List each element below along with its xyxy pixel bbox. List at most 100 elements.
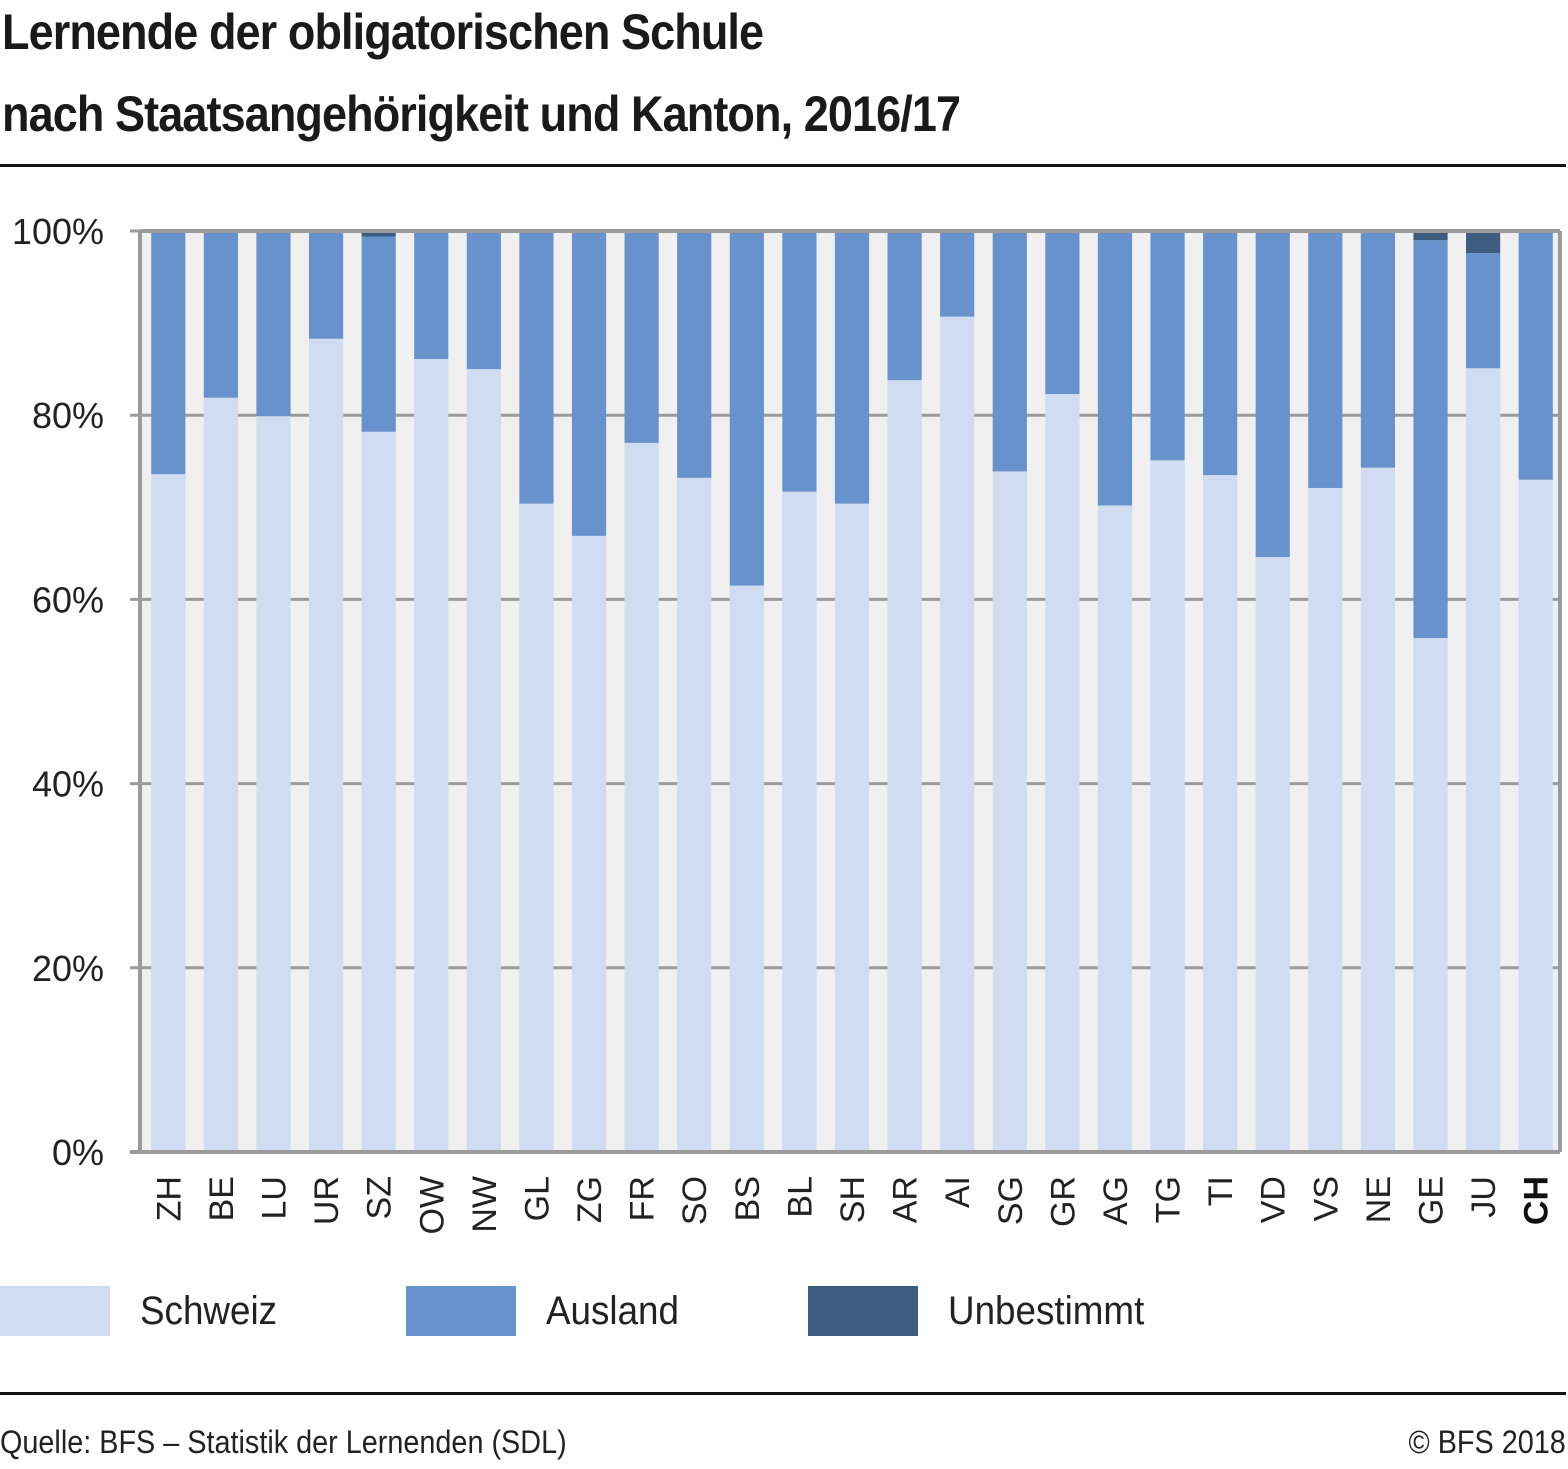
bar-ju-schweiz [1466, 368, 1501, 1152]
bar-be-schweiz [203, 397, 238, 1152]
y-tick-label: 80% [32, 395, 104, 436]
bar-ge-ausland [1413, 240, 1448, 639]
stacked-bar-chart: 0% 20% 40% 60% 80% 100% ZH BE LU UR SZ OW NW GL ZG FR S… [12, 211, 1562, 1235]
bar-so-ausland [677, 231, 712, 478]
bar-bl-schweiz [782, 491, 817, 1152]
bar-tg-schweiz [1150, 460, 1185, 1153]
legend-label-schweiz: Schweiz [140, 1288, 278, 1333]
bar-ag-schweiz [1097, 505, 1133, 1152]
y-tick-label: 20% [32, 948, 104, 989]
bar-lu-schweiz [256, 416, 291, 1153]
bar-tg-ausland [1150, 231, 1185, 461]
bar-ai-schweiz [940, 316, 975, 1152]
bar-gr-schweiz [1045, 394, 1080, 1153]
bar-ju-unbestimmt [1466, 231, 1501, 254]
chart-title-line-1: Lernende der obligatorischen Schule [2, 4, 764, 60]
x-tick-label-lu: LU [255, 1176, 293, 1219]
bar-ti-schweiz [1203, 475, 1238, 1152]
bar-sz-ausland [361, 236, 396, 432]
bar-sh-ausland [834, 231, 870, 504]
copyright-note: © BFS 2018 [1408, 1424, 1566, 1460]
bar-be-ausland [203, 231, 238, 398]
legend-label-ausland: Ausland [546, 1288, 679, 1333]
bar-ow-ausland [414, 231, 449, 360]
bar-sg-schweiz [992, 471, 1027, 1153]
bar-zg-ausland [571, 231, 607, 536]
bar-fr-ausland [624, 231, 659, 443]
legend-label-unbestimmt: Unbestimmt [948, 1288, 1145, 1333]
bar-ar-ausland [887, 231, 922, 381]
x-tick-label-be: BE [203, 1176, 241, 1221]
bar-vs-ausland [1308, 231, 1343, 488]
bar-ge-unbestimmt [1413, 231, 1448, 241]
x-tick-label-zh: ZH [150, 1176, 188, 1221]
bar-ar-schweiz [887, 380, 922, 1152]
bar-zh-schweiz [151, 474, 186, 1152]
x-tick-label-bl: BL [781, 1176, 819, 1218]
x-tick-label-so: SO [676, 1176, 714, 1225]
x-tick-label-sg: SG [992, 1176, 1030, 1225]
x-tick-label-bs: BS [729, 1176, 767, 1221]
x-tick-label-ne: NE [1360, 1176, 1398, 1223]
bar-ge-schweiz [1413, 638, 1448, 1152]
bar-sz-unbestimmt [361, 231, 396, 237]
bar-bs-schweiz [729, 585, 764, 1152]
bar-gl-ausland [519, 231, 554, 504]
x-tick-label-gr: GR [1044, 1176, 1082, 1227]
legend: Schweiz Ausland Unbestimmt [0, 1285, 1568, 1337]
x-tick-label-zg: ZG [571, 1176, 609, 1223]
bar-ch-schweiz [1518, 479, 1553, 1152]
legend-swatch-schweiz [0, 1286, 110, 1336]
legend-item-unbestimmt: Unbestimmt [808, 1285, 1161, 1337]
source-note: Quelle: BFS – Statistik der Lernenden (S… [0, 1424, 567, 1460]
bar-ag-ausland [1097, 231, 1133, 506]
x-tick-label-fr: FR [624, 1176, 662, 1221]
x-tick-label-ge: GE [1413, 1176, 1451, 1225]
bar-bl-ausland [782, 231, 817, 492]
bar-nw-schweiz [466, 369, 501, 1152]
x-tick-label-ju: JU [1465, 1176, 1503, 1218]
x-tick-label-sh: SH [834, 1176, 872, 1223]
bar-ju-ausland [1466, 253, 1501, 369]
legend-item-schweiz: Schweiz [0, 1285, 289, 1337]
bar-bs-ausland [729, 231, 764, 586]
bar-fr-schweiz [624, 442, 659, 1152]
bar-nw-ausland [466, 232, 501, 370]
legend-swatch-ausland [406, 1286, 516, 1336]
x-tick-label-ch: CH [1518, 1176, 1556, 1225]
x-tick-label-ag: AG [1097, 1176, 1135, 1225]
x-tick-label-vd: VD [1255, 1176, 1293, 1223]
x-tick-label-tg: TG [1150, 1176, 1188, 1223]
x-tick-label-nw: NW [466, 1176, 504, 1233]
x-tick-label-vs: VS [1307, 1176, 1345, 1221]
bar-sh-schweiz [834, 503, 870, 1153]
bar-gr-ausland [1045, 231, 1080, 395]
x-tick-label-ai: AI [939, 1176, 977, 1208]
bar-zh-ausland [151, 231, 186, 475]
x-tick-label-ur: UR [308, 1176, 346, 1225]
x-tick-label-ti: TI [1202, 1176, 1240, 1206]
legend-item-ausland: Ausland [406, 1285, 691, 1337]
bar-ur-schweiz [308, 338, 344, 1152]
bar-ne-schweiz [1360, 467, 1396, 1152]
legend-swatch-unbestimmt [808, 1286, 918, 1336]
x-tick-label-ow: OW [413, 1176, 451, 1235]
bar-ow-schweiz [414, 359, 449, 1152]
chart-title-line-2: nach Staatsangehörigkeit und Kanton, 201… [2, 86, 961, 142]
y-tick-label: 60% [32, 579, 104, 620]
bar-vd-ausland [1255, 231, 1290, 558]
bar-lu-ausland [256, 231, 291, 417]
x-tick-label-gl: GL [518, 1176, 556, 1221]
footer-divider [0, 1392, 1566, 1395]
bar-vd-schweiz [1255, 557, 1290, 1152]
bar-vs-schweiz [1308, 487, 1343, 1153]
bar-so-schweiz [677, 477, 712, 1152]
bar-gl-schweiz [519, 503, 554, 1153]
bar-ur-ausland [308, 231, 344, 339]
bar-ai-ausland [940, 231, 975, 317]
x-tick-label-ar: AR [887, 1176, 925, 1223]
y-tick-label: 100% [12, 211, 104, 252]
y-tick-label: 40% [32, 764, 104, 805]
bar-ti-ausland [1203, 231, 1238, 476]
bar-sg-ausland [992, 231, 1027, 472]
